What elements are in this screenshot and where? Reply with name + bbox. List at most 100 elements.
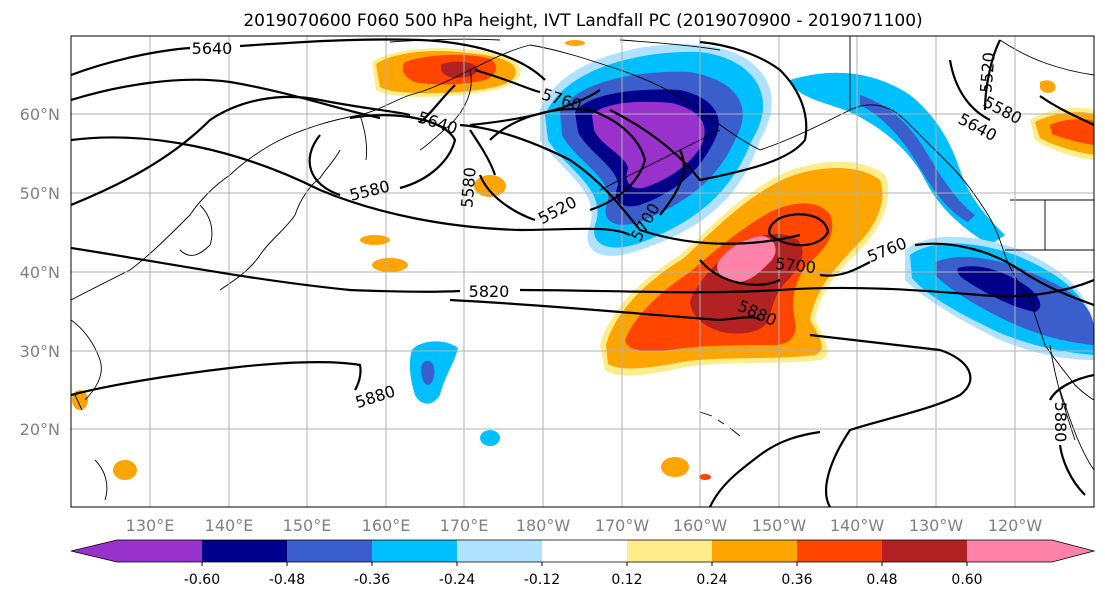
coastlines [71,36,1094,501]
coastline-bc [984,209,1031,301]
colorbar-tick-label: 0.24 [696,572,727,588]
colorbar-bin-white [542,540,627,562]
coastline-asia [71,44,531,301]
lon-label-140e: 140°E [205,516,254,535]
colorbar-tick-label: 0.36 [781,572,812,588]
contour-5580-kamchatka [469,129,497,176]
contour-label-5820: 5820 [469,282,510,301]
contour-5820 [71,246,1094,298]
ivt-spot-arctic [565,40,585,46]
ivt-spot-kuril2 [372,258,408,272]
map-frame [70,35,1095,508]
colorbar-tick-label: -0.48 [269,572,305,588]
lon-label-170e: 170°E [440,516,489,535]
ivt-spot-hawaii-south [661,457,689,477]
colorbar-tick-label: -0.24 [439,572,475,588]
lon-label-130w: 130°W [909,516,964,535]
contour-label-5520-canada: 5520 [976,51,998,93]
contour-label-5640-north: 5640 [192,39,233,58]
colorbar-tick-labels: -0.60 -0.48 -0.36 -0.24 -0.12 0.12 0.24 … [184,572,983,588]
colorbar-bin-lightblue [457,540,542,562]
ivt-area-coast-royal [860,95,975,222]
contour-5520 [478,108,647,222]
contour-5880-central [449,298,972,507]
coastline-kamchatka [419,69,472,151]
coastline-alaska [529,44,761,151]
colorbar-tick-label: -0.36 [354,572,390,588]
ivt-area-arctic-orange [1040,80,1056,93]
colorbar-bin-orangered [797,540,882,562]
map-panel: 5640 5640 5760 5580 5580 5520 5700 5700 … [20,35,1095,535]
lon-label-160w: 160°W [673,516,728,535]
lat-label-40n: 40°N [20,263,60,282]
lon-label-180w: 180°W [516,516,571,535]
colorbar-bin-royalblue [287,540,372,562]
contour-5760-east [699,242,1094,307]
contour-5760 [474,40,808,182]
lon-label-150w: 150°W [752,516,807,535]
coastline-taiwan [74,394,83,411]
ivt-area-purple [592,101,705,189]
lon-label-130e: 130°E [126,516,175,535]
ivt-spot-hawaii-small [699,474,711,480]
coastline-baja [1049,344,1076,441]
contour-label-5880-east: 5880 [1051,402,1070,443]
colorbar-bin-firebrick [882,540,967,562]
colorbar-tick-label: 0.60 [951,572,982,588]
border-us-canada [849,36,1094,251]
colorbar-bin-skyblue [372,540,457,562]
lon-label-120w: 120°W [988,516,1043,535]
contour-5580-inner [308,114,457,197]
colorbar-extend-low [71,540,117,562]
contour-5700-low [768,213,830,247]
contour-5640-mid [71,95,801,245]
coastline-california [1029,299,1094,401]
ivt-shading [72,40,1094,480]
lat-label-60n: 60°N [20,105,60,124]
colorbar-bin-navy [202,540,287,562]
colorbar-extend-high [1052,540,1094,562]
coastline-gulf-alaska [759,104,986,211]
coastline-aleutians [599,129,721,191]
ivt-spot-midpacific-royal [420,360,435,385]
lon-label-150e: 150°E [283,516,332,535]
ivt-spot-taiwan [72,390,88,410]
contour-label-5700-low: 5700 [774,254,816,277]
lat-axis-labels: 60°N 50°N 40°N 30°N 20°N [20,105,60,439]
contour-5640-north [71,38,546,81]
coastline-sakhalin [359,114,368,161]
lat-label-30n: 30°N [20,342,60,361]
contour-5700 [71,136,685,236]
lon-axis-labels: 130°E 140°E 150°E 160°E 170°E 180°W 170°… [126,516,1043,535]
graticule [71,36,1094,507]
lon-label-160e: 160°E [362,516,411,535]
ivt-spot-kuril1 [360,235,390,245]
colorbar-bin-purple [117,540,202,562]
contour-label-5580-vertical: 5580 [457,166,479,208]
ivt-area-westcoast-navy [957,266,1041,312]
lon-label-140w: 140°W [830,516,885,535]
ivt-spot-marcus [480,430,500,446]
contour-hawaii [708,430,821,507]
ivt-area-canada-red [1050,119,1094,145]
coastline-arctic [389,38,721,51]
colorbar-bin-lightyellow [627,540,712,562]
contour-5880-west [71,361,362,397]
contour-canada [948,39,1094,126]
contour-5880-east [1049,373,1094,496]
lon-label-170w: 170°W [595,516,650,535]
colorbar-bin-orange [712,540,797,562]
ivt-area-okhotsk-firebrick [440,61,478,78]
coastline-philippines [94,459,108,501]
ivt-spot-philippines [113,460,137,480]
coastline-hudson [999,39,1094,76]
coastline-japan [219,149,341,291]
colorbar-tick-label: -0.12 [524,572,560,588]
coastline-korea [179,204,213,256]
figure-title: 2019070600 F060 500 hPa height, IVT Land… [243,11,922,31]
coastline-mexico [1059,389,1094,471]
colorbar-tick-label: 0.12 [611,572,642,588]
colorbar-bin-pink [967,540,1052,562]
colorbar-tick-label: -0.60 [184,572,220,588]
